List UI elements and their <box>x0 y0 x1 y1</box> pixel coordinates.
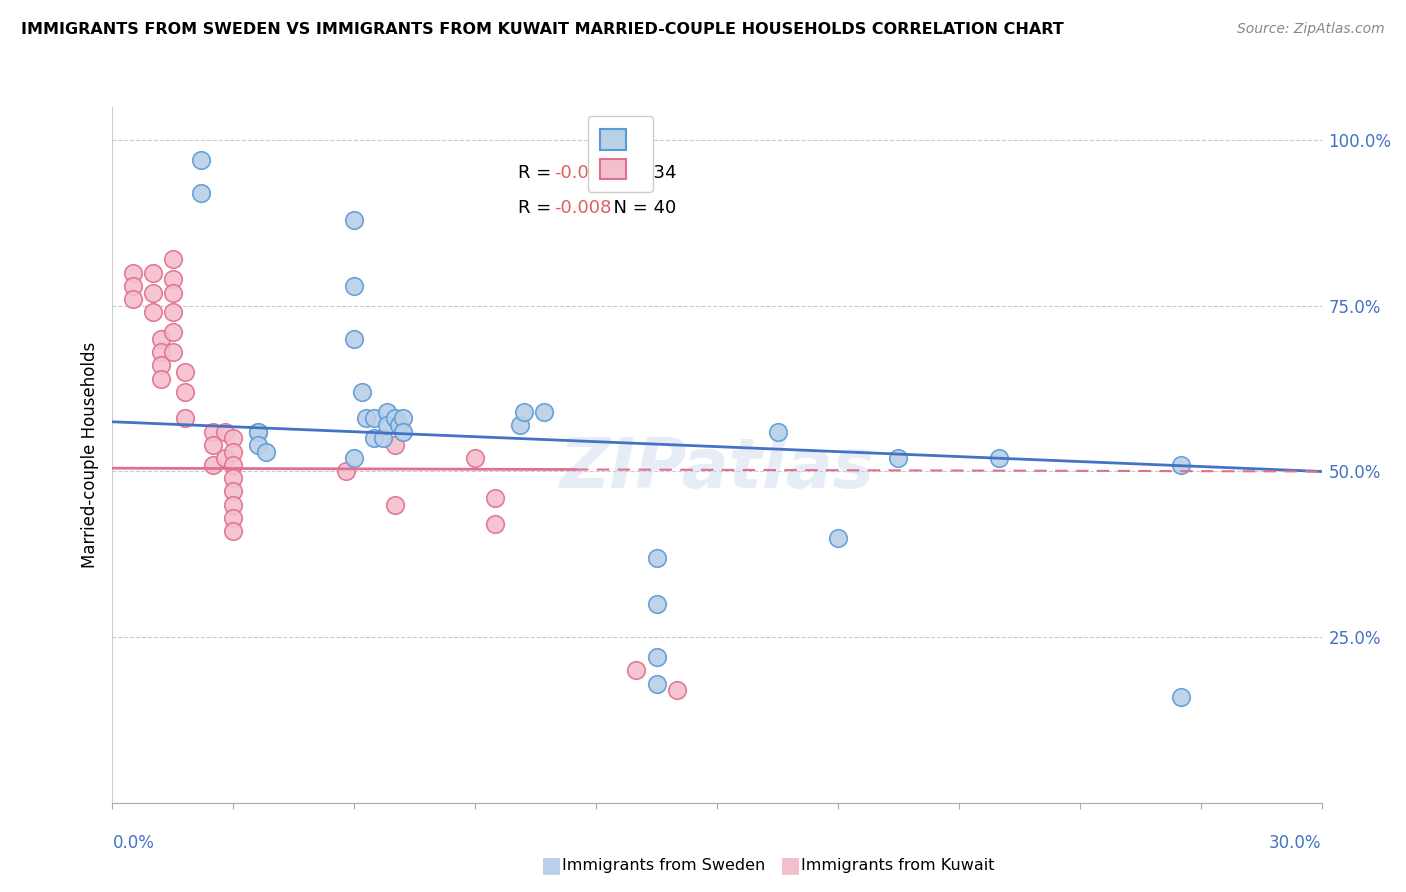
Point <box>202 458 225 472</box>
Text: -0.008: -0.008 <box>554 199 612 217</box>
Point <box>222 471 245 485</box>
Point <box>121 266 143 280</box>
Point <box>343 332 366 346</box>
Point <box>352 384 374 399</box>
Text: R =: R = <box>517 164 557 182</box>
Point <box>142 266 165 280</box>
Point <box>214 451 236 466</box>
Point <box>162 345 184 359</box>
Point <box>1170 458 1192 472</box>
Point <box>533 405 555 419</box>
Point <box>190 153 212 167</box>
Point <box>162 285 184 300</box>
Point <box>149 359 172 373</box>
Point <box>384 498 406 512</box>
Point <box>149 372 172 386</box>
Point <box>391 425 413 439</box>
Point <box>766 425 789 439</box>
Point <box>343 279 366 293</box>
Point <box>246 438 269 452</box>
Point <box>887 451 910 466</box>
Point <box>121 279 143 293</box>
Text: Source: ZipAtlas.com: Source: ZipAtlas.com <box>1237 22 1385 37</box>
Point <box>645 550 668 565</box>
Point <box>827 531 849 545</box>
Point <box>162 326 184 340</box>
Text: Immigrants from Kuwait: Immigrants from Kuwait <box>801 858 995 872</box>
Point <box>254 444 277 458</box>
Point <box>626 663 648 677</box>
Point <box>343 451 366 466</box>
Point <box>246 425 269 439</box>
Point <box>384 411 406 425</box>
Point <box>174 384 197 399</box>
Point <box>121 292 143 306</box>
Point <box>1170 690 1192 704</box>
Point <box>384 438 406 452</box>
Point <box>222 524 245 538</box>
Text: Immigrants from Sweden: Immigrants from Sweden <box>562 858 766 872</box>
Point <box>214 425 236 439</box>
Point <box>645 650 668 665</box>
Point <box>149 332 172 346</box>
Point <box>464 451 486 466</box>
Point <box>202 438 225 452</box>
Point <box>509 418 531 433</box>
Point <box>162 252 184 267</box>
Point <box>222 458 245 472</box>
Point <box>174 365 197 379</box>
Point <box>375 418 398 433</box>
Text: 30.0%: 30.0% <box>1270 834 1322 852</box>
Text: IMMIGRANTS FROM SWEDEN VS IMMIGRANTS FROM KUWAIT MARRIED-COUPLE HOUSEHOLDS CORRE: IMMIGRANTS FROM SWEDEN VS IMMIGRANTS FRO… <box>21 22 1064 37</box>
Point <box>142 285 165 300</box>
Point <box>363 431 385 445</box>
Point <box>645 676 668 690</box>
Point <box>375 405 398 419</box>
Text: N = 40: N = 40 <box>602 199 676 217</box>
Point <box>371 431 394 445</box>
Point <box>162 272 184 286</box>
Point <box>645 597 668 611</box>
Point <box>988 451 1011 466</box>
Point <box>142 305 165 319</box>
Legend: , : , <box>588 116 652 192</box>
Point <box>335 465 357 479</box>
Point <box>222 431 245 445</box>
Point <box>512 405 534 419</box>
Point <box>222 484 245 499</box>
Text: -0.047: -0.047 <box>554 164 612 182</box>
Point <box>388 418 411 433</box>
Text: R =: R = <box>517 199 557 217</box>
Y-axis label: Married-couple Households: Married-couple Households <box>80 342 98 568</box>
Point <box>484 491 506 505</box>
Point <box>363 411 385 425</box>
Text: N = 34: N = 34 <box>602 164 676 182</box>
Point <box>222 511 245 525</box>
Point <box>665 683 688 698</box>
Point <box>343 212 366 227</box>
Point <box>174 411 197 425</box>
Point <box>162 305 184 319</box>
Point <box>391 411 413 425</box>
Point <box>222 498 245 512</box>
Point <box>222 444 245 458</box>
Text: ■: ■ <box>780 855 801 875</box>
Point <box>202 425 225 439</box>
Point <box>484 517 506 532</box>
Point <box>149 345 172 359</box>
Text: 0.0%: 0.0% <box>112 834 155 852</box>
Point <box>356 411 378 425</box>
Text: ZIPatlas: ZIPatlas <box>560 435 875 502</box>
Text: ■: ■ <box>541 855 562 875</box>
Point <box>246 425 269 439</box>
Point <box>190 186 212 201</box>
